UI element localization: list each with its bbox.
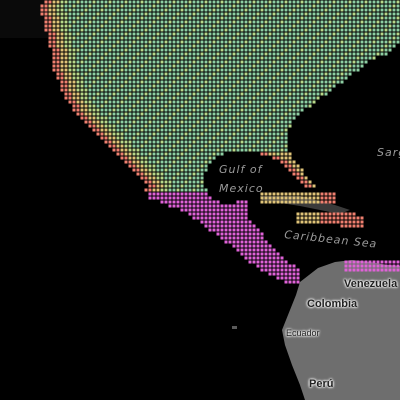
map-corner	[0, 0, 48, 38]
galapagos-islands	[232, 326, 237, 329]
south-america-land	[282, 260, 400, 400]
